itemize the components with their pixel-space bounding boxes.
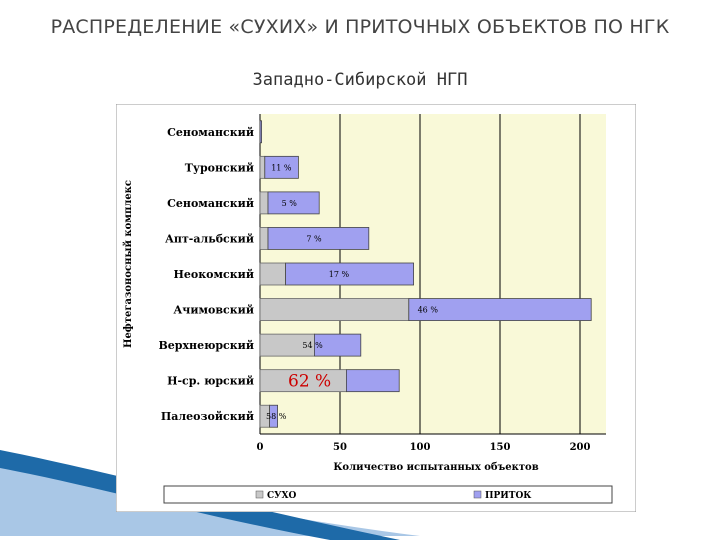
- legend-box: [163, 485, 613, 504]
- category-label: Н-ср. юрский: [167, 375, 254, 388]
- percent-annotation: 46 %: [418, 306, 439, 315]
- bar-inflow: [313, 333, 362, 357]
- category-label: Неокомский: [173, 268, 254, 281]
- percent-annotation: 62 %: [288, 372, 331, 392]
- percent-annotation: 17 %: [329, 270, 350, 279]
- percent-annotation: 11 %: [271, 163, 292, 172]
- legend-label-dry: СУХО: [267, 491, 296, 501]
- category-label: Верхнеюрский: [158, 339, 254, 352]
- legend-label-inflow: ПРИТОК: [485, 491, 532, 501]
- bar-inflow: [264, 155, 299, 179]
- percent-annotation: 58 %: [266, 412, 287, 421]
- x-tick-label: 150: [490, 442, 511, 453]
- percent-annotation: 5 %: [282, 199, 298, 208]
- percent-annotation: 7 %: [306, 234, 322, 243]
- bar-dry: [259, 262, 287, 286]
- bar-chart: 11 % 5 % 7 % 17 % 46 % 54 % 62 % 58 % Сеноманск…: [115, 103, 637, 513]
- slide-subtitle: Западно-Сибирской НГП: [252, 70, 468, 90]
- bar-inflow: [269, 404, 279, 428]
- bar-inflow: [285, 262, 415, 286]
- x-tick-label: 0: [257, 442, 264, 453]
- bar-dry: [259, 227, 269, 250]
- category-label: Апт-альбский: [165, 232, 254, 245]
- category-label: Сеноманский: [167, 197, 254, 210]
- x-tick-label: 100: [410, 442, 431, 453]
- percent-annotation: 54 %: [302, 341, 323, 350]
- decorative-swoosh: [0, 450, 420, 540]
- x-tick-label: 50: [333, 442, 347, 453]
- slide-title: РАСПРЕДЕЛЕНИЕ «СУХИХ» И ПРИТОЧНЫХ ОБЪЕКТ…: [50, 16, 670, 38]
- x-axis-label: Количество испытанных объектов: [333, 462, 538, 473]
- bar-dry: [259, 155, 266, 179]
- x-tick-label: 200: [570, 442, 591, 453]
- swoosh-dark: [0, 450, 400, 540]
- y-axis-label: Нефтегазоносный комплекс: [123, 180, 134, 348]
- bar-inflow: [345, 369, 400, 393]
- chart-frame: 11 % 5 % 7 % 17 % 46 % 54 % 62 % 58 % Сеноманск…: [115, 103, 637, 513]
- category-label: Палеозойский: [161, 410, 254, 423]
- bar-inflow: [267, 191, 320, 215]
- category-label: Туронский: [185, 161, 254, 174]
- legend-swatch-inflow: [473, 490, 482, 499]
- bar-inflow: [259, 120, 262, 144]
- bar-inflow: [267, 227, 370, 250]
- bar-dry: [259, 191, 269, 215]
- category-label: Сеноманский: [167, 126, 254, 139]
- bar-inflow: [408, 298, 592, 321]
- legend-swatch-dry: [255, 490, 264, 499]
- swoosh-light: [0, 458, 420, 536]
- bar-dry: [259, 298, 410, 321]
- category-label: Ачимовский: [173, 304, 254, 317]
